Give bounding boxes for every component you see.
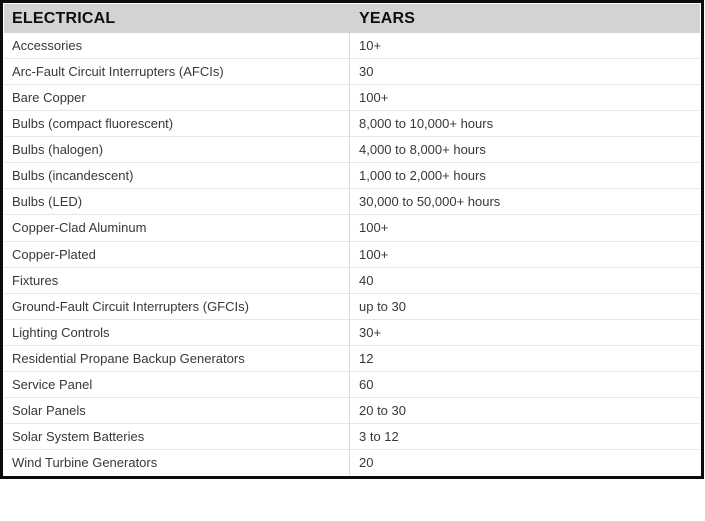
years-value-cell: up to 30	[359, 298, 406, 314]
table-row: Ground-Fault Circuit Interrupters (GFCIs…	[4, 292, 700, 319]
column-header-electrical: ELECTRICAL	[12, 9, 116, 27]
table-row: Service Panel 60	[4, 370, 700, 397]
years-value-cell: 40	[359, 272, 374, 288]
table-row: Bulbs (compact fluorescent) 8,000 to 10,0…	[4, 110, 700, 137]
table-row: Residential Propane Backup Generators 12	[4, 344, 700, 371]
item-name-cell: Ground-Fault Circuit Interrupters (GFCIs…	[4, 293, 350, 319]
item-name-cell: Wind Turbine Generators	[4, 450, 350, 476]
item-name-cell: Bare Copper	[4, 85, 350, 111]
item-name-cell: Lighting Controls	[4, 319, 350, 345]
years-value-cell: 30	[359, 64, 374, 80]
years-value-cell: 1,000 to 2,000+ hours	[359, 168, 486, 184]
item-name-cell: Bulbs (halogen)	[4, 137, 350, 163]
table-row: Solar Panels 20 to 30	[4, 396, 700, 423]
table-row: Arc-Fault Circuit Interrupters (AFCIs) 30	[4, 58, 700, 85]
table-row: Bulbs (incandescent) 1,000 to 2,000+ hour…	[4, 162, 700, 189]
table-body: Accessories 10+ Arc-Fault Circuit Interrup…	[4, 33, 700, 476]
column-header-years: YEARS	[359, 9, 416, 27]
years-value-cell: 8,000 to 10,000+ hours	[359, 116, 494, 132]
years-value-cell: 30,000 to 50,000+ hours	[359, 194, 501, 210]
table-row: Lighting Controls 30+	[4, 318, 700, 345]
table-row: Solar System Batteries 3 to 12	[4, 422, 700, 449]
item-name-cell: Accessories	[4, 33, 350, 59]
table-row: Fixtures 40	[4, 266, 700, 293]
years-value-cell: 10+	[359, 38, 382, 54]
item-name-cell: Bulbs (LED)	[4, 189, 350, 215]
item-name-cell: Bulbs (incandescent)	[4, 163, 350, 189]
years-value-cell: 60	[359, 376, 374, 392]
lifespan-table: ELECTRICAL YEARS Accessories 10+ Arc-Fault…	[0, 0, 704, 479]
item-name-cell: Service Panel	[4, 371, 350, 397]
years-value-cell: 3 to 12	[359, 428, 399, 444]
item-name-cell: Bulbs (compact fluorescent)	[4, 111, 350, 137]
item-name-cell: Solar System Batteries	[4, 423, 350, 449]
table-row: Accessories 10+	[4, 33, 700, 59]
item-name-cell: Arc-Fault Circuit Interrupters (AFCIs)	[4, 59, 350, 85]
table-row: Bulbs (halogen) 4,000 to 8,000+ hours	[4, 136, 700, 163]
years-value-cell: 4,000 to 8,000+ hours	[359, 142, 486, 158]
item-name-cell: Residential Propane Backup Generators	[4, 345, 350, 371]
table-row: Wind Turbine Generators 20	[4, 449, 700, 476]
item-name-cell: Solar Panels	[4, 397, 350, 423]
years-value-cell: 100+	[359, 220, 389, 236]
years-value-cell: 100+	[359, 90, 389, 106]
years-value-cell: 100+	[359, 246, 389, 262]
years-value-cell: 20 to 30	[359, 402, 406, 418]
years-value-cell: 30+	[359, 324, 382, 340]
table-row: Copper-Clad Aluminum 100+	[4, 214, 700, 241]
item-name-cell: Fixtures	[4, 267, 350, 293]
item-name-cell: Copper-Plated	[4, 241, 350, 267]
table-header-row: ELECTRICAL YEARS	[4, 4, 700, 33]
years-value-cell: 20	[359, 455, 374, 471]
table-row: Bare Copper 100+	[4, 84, 700, 111]
table-row: Bulbs (LED) 30,000 to 50,000+ hours	[4, 188, 700, 215]
table-row: Copper-Plated 100+	[4, 240, 700, 267]
item-name-cell: Copper-Clad Aluminum	[4, 215, 350, 241]
years-value-cell: 12	[359, 350, 374, 366]
